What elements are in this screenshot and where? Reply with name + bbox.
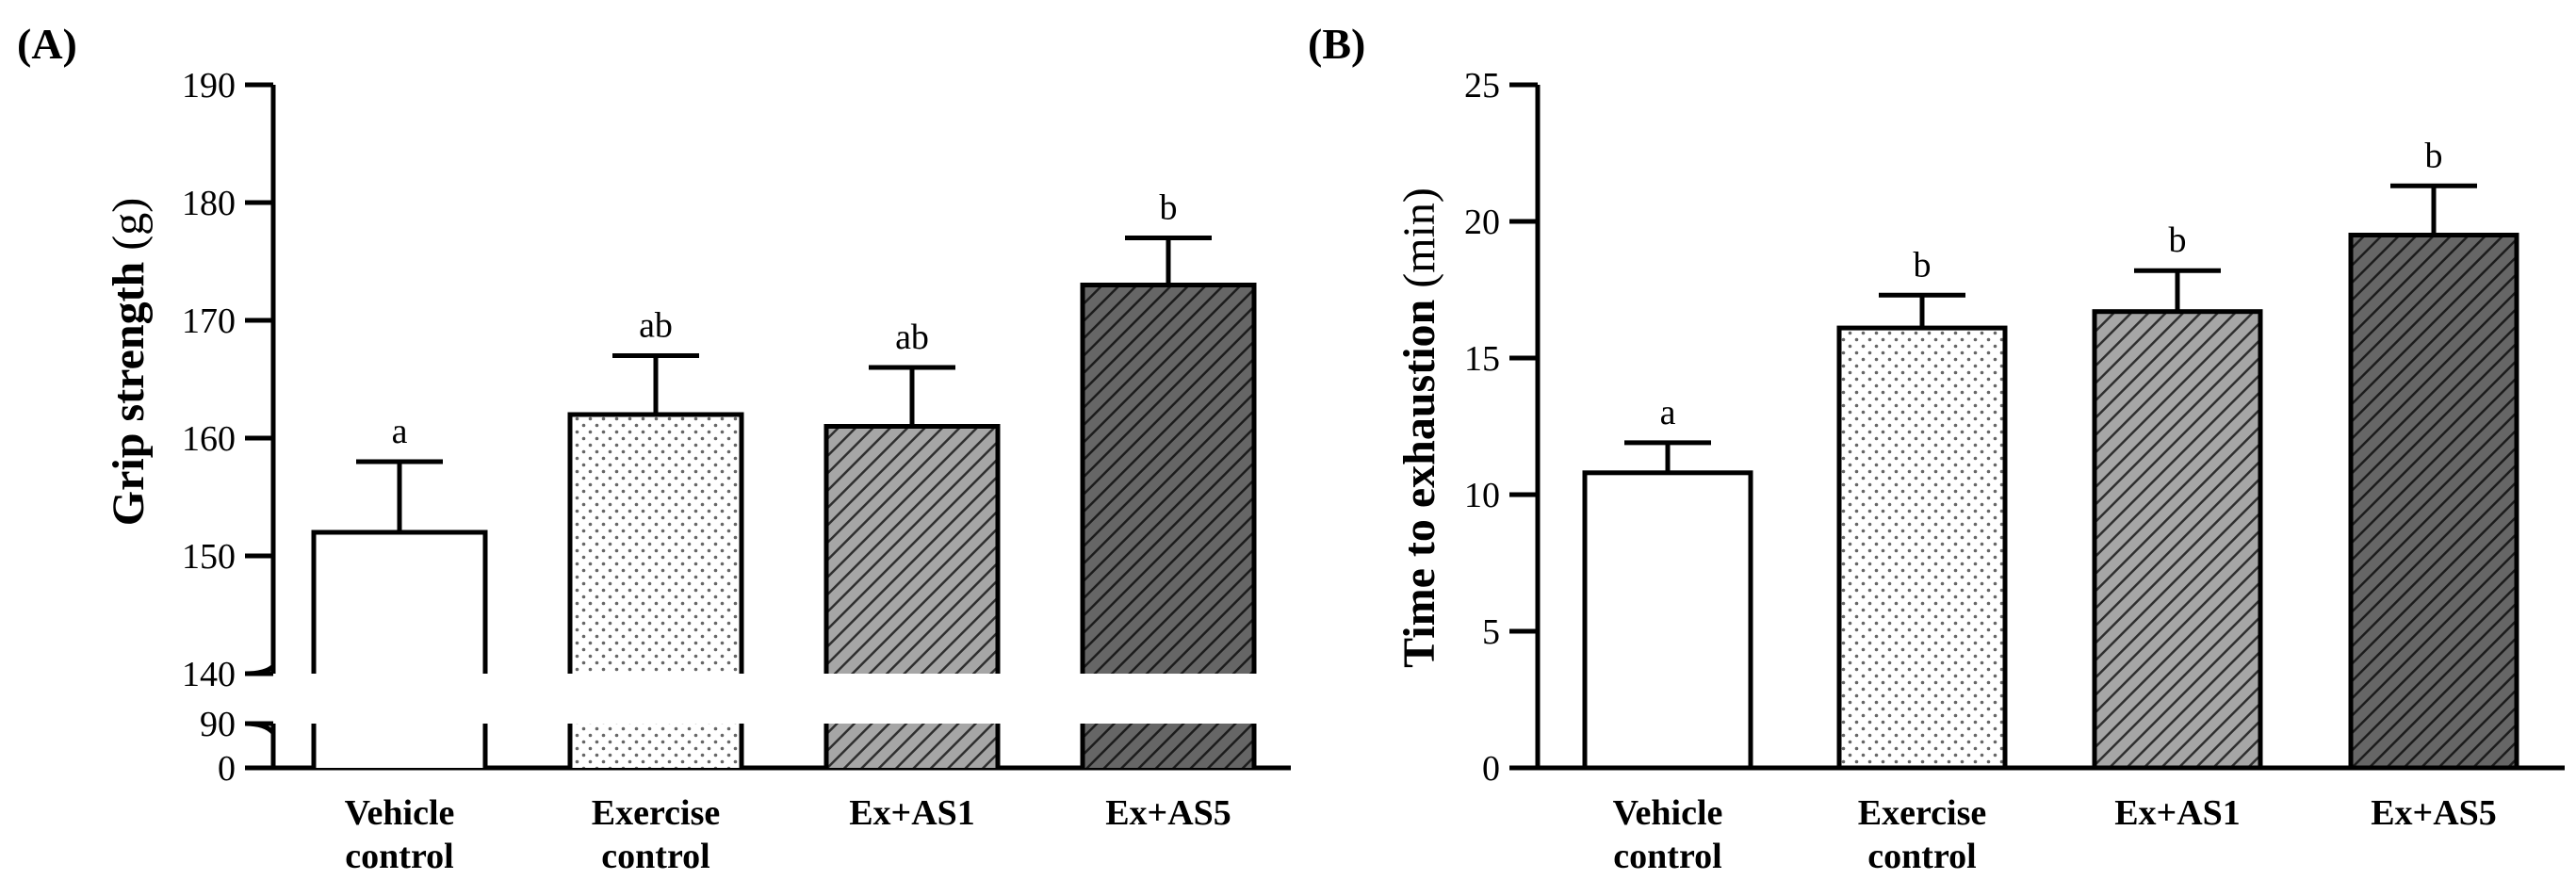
- panel-a-grip-strength: (A) Grip strength (g) a ab ab b 140 150 160 170…: [17, 20, 1291, 876]
- panel-a-y-tick-label: 140: [182, 655, 236, 694]
- panel-b-category-label: control: [1613, 837, 1721, 876]
- panel-a-y-tick-label: 190: [182, 66, 236, 106]
- panel-b-letter: (B): [1308, 20, 1365, 68]
- panel-a-y-tick-label: 180: [182, 184, 236, 223]
- panel-a-y-axis-label-unit: (g): [104, 198, 154, 251]
- panel-b-significance-label: b: [2169, 220, 2187, 260]
- panel-b-y-tick-label: 20: [1464, 203, 1500, 242]
- panel-a-bar-upper: [570, 415, 742, 674]
- panel-b-significance-label: a: [1660, 393, 1676, 432]
- panel-b-bar: [2348, 233, 2519, 771]
- panel-b-y-axis-label-unit: (min): [1394, 187, 1444, 288]
- panel-b-significance-label: b: [1914, 245, 1932, 285]
- panel-b-y-tick-label: 5: [1482, 612, 1500, 652]
- panel-b-y-tick-label: 0: [1482, 749, 1500, 789]
- panel-a-significance-label: b: [1160, 188, 1178, 228]
- panel-b-category-label: Ex+AS5: [2371, 793, 2497, 833]
- panel-b-y-axis-label: Time to exhaustion (min): [1394, 187, 1444, 668]
- panel-a-categories: Vehicle control Exercise control Ex+AS1 Ex+AS…: [345, 793, 1231, 876]
- panel-a-ticks: 140 150 160 170 180 190 0 90: [182, 66, 273, 789]
- panel-b-category-label: Vehicle: [1613, 793, 1723, 833]
- panel-b-significance-label: b: [2425, 136, 2443, 175]
- panel-b-category-label: Ex+AS1: [2114, 793, 2241, 833]
- panel-a-bar-upper: [826, 426, 998, 674]
- panel-a-y-axis-label-main: Grip strength: [104, 262, 154, 526]
- panel-b-bar: [1836, 325, 2008, 771]
- panel-a-y-tick-label: 0: [218, 749, 236, 789]
- panel-b-y-axis-label-main: Time to exhaustion: [1394, 300, 1444, 668]
- panel-a-y-tick-label: 170: [182, 301, 236, 341]
- panel-a-bar-lower: [314, 724, 485, 768]
- panel-b-time-to-exhaustion: (B) Time to exhaustion (min) a b b b 0 5 10 15 2…: [1308, 20, 2565, 876]
- panel-a-category-label: Vehicle: [345, 793, 455, 833]
- panel-b-ticks: 0 5 10 15 20 25: [1464, 66, 1538, 789]
- panel-a-category-label: control: [601, 837, 709, 876]
- panel-a-category-label: Ex+AS5: [1105, 793, 1231, 833]
- panel-b-bar: [1582, 470, 1753, 771]
- panel-a-y-axis-label: Grip strength (g): [104, 198, 154, 526]
- panel-b-y-tick-label: 15: [1464, 339, 1500, 379]
- panel-a-y-tick-label: 150: [182, 537, 236, 577]
- panel-b-categories: Vehicle control Exercise control Ex+AS1 Ex+AS…: [1613, 793, 2497, 876]
- panel-a-significance-label: a: [392, 412, 408, 451]
- panel-a-category-label: control: [345, 837, 453, 876]
- panel-b-category-label: Exercise: [1858, 793, 1986, 833]
- panel-a-bar-upper: [314, 532, 485, 674]
- panel-a-bar-lower: [1083, 724, 1254, 768]
- panel-b-category-label: control: [1867, 837, 1976, 876]
- panel-b-bars: a b b b: [1582, 136, 2519, 771]
- panel-a-bar-lower: [570, 724, 742, 768]
- panel-a-y-tick-label: 160: [182, 419, 236, 459]
- panel-a-letter: (A): [17, 20, 77, 68]
- panel-a-significance-label: ab: [895, 318, 929, 357]
- panel-a-bar-lower: [826, 724, 998, 768]
- panel-a-significance-label: ab: [639, 306, 673, 346]
- panel-b-y-tick-label: 10: [1464, 476, 1500, 515]
- panel-a-category-label: Ex+AS1: [849, 793, 975, 833]
- panel-b-y-tick-label: 25: [1464, 66, 1500, 106]
- panel-a-category-label: Exercise: [592, 793, 720, 833]
- panel-b-bar: [2092, 309, 2263, 771]
- panel-a-bars: a ab ab b: [311, 188, 1257, 768]
- panel-a-y-tick-label: 90: [200, 705, 236, 744]
- panel-a-bar-upper: [1083, 285, 1254, 674]
